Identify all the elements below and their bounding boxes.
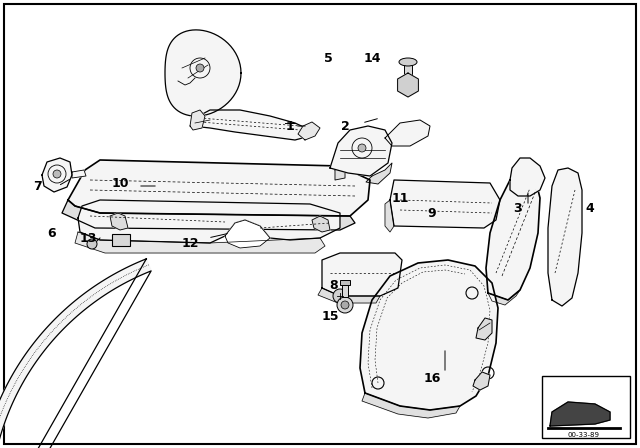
Polygon shape xyxy=(68,160,370,216)
Bar xyxy=(342,285,348,297)
Text: 4: 4 xyxy=(586,202,595,215)
Polygon shape xyxy=(335,166,345,180)
Polygon shape xyxy=(225,220,270,248)
Polygon shape xyxy=(473,372,490,390)
Text: 10: 10 xyxy=(111,177,129,190)
Text: 5: 5 xyxy=(324,52,332,65)
Polygon shape xyxy=(190,110,205,130)
Ellipse shape xyxy=(399,58,417,66)
Polygon shape xyxy=(510,158,545,196)
Bar xyxy=(404,65,412,85)
Polygon shape xyxy=(385,200,394,232)
Polygon shape xyxy=(322,253,402,296)
Polygon shape xyxy=(390,180,500,228)
Text: 7: 7 xyxy=(34,180,42,193)
Text: 15: 15 xyxy=(321,310,339,323)
Circle shape xyxy=(53,170,61,178)
Polygon shape xyxy=(362,393,460,418)
Text: 00-33-89: 00-33-89 xyxy=(568,432,600,438)
Polygon shape xyxy=(318,288,380,303)
Polygon shape xyxy=(165,30,241,116)
Polygon shape xyxy=(78,200,340,243)
Text: 3: 3 xyxy=(514,202,522,215)
Polygon shape xyxy=(75,232,325,253)
Polygon shape xyxy=(366,163,392,184)
Polygon shape xyxy=(192,110,310,140)
Circle shape xyxy=(87,239,97,249)
Polygon shape xyxy=(0,259,151,448)
Polygon shape xyxy=(330,126,392,176)
Text: 13: 13 xyxy=(79,232,97,245)
Bar xyxy=(340,280,350,285)
Polygon shape xyxy=(72,170,86,178)
Text: 6: 6 xyxy=(48,227,56,240)
Polygon shape xyxy=(548,168,582,306)
Text: 9: 9 xyxy=(428,207,436,220)
Polygon shape xyxy=(312,216,330,232)
Circle shape xyxy=(358,144,366,152)
Bar xyxy=(542,376,630,438)
Polygon shape xyxy=(476,318,492,340)
Polygon shape xyxy=(298,122,320,140)
Text: 8: 8 xyxy=(330,279,339,292)
Text: 11: 11 xyxy=(391,191,409,204)
Polygon shape xyxy=(488,290,520,305)
Polygon shape xyxy=(42,158,72,192)
Polygon shape xyxy=(360,260,498,410)
Circle shape xyxy=(337,297,353,313)
Circle shape xyxy=(333,289,347,303)
Text: 12: 12 xyxy=(181,237,199,250)
Circle shape xyxy=(341,301,349,309)
Circle shape xyxy=(196,64,204,72)
Polygon shape xyxy=(397,73,419,97)
Text: 16: 16 xyxy=(423,371,441,384)
Text: 14: 14 xyxy=(364,52,381,65)
Polygon shape xyxy=(110,213,128,230)
Text: 1: 1 xyxy=(285,120,294,133)
Text: 2: 2 xyxy=(340,120,349,133)
Polygon shape xyxy=(62,200,355,230)
Bar xyxy=(112,234,130,246)
Polygon shape xyxy=(550,402,610,426)
Polygon shape xyxy=(486,170,540,300)
Polygon shape xyxy=(385,120,430,146)
